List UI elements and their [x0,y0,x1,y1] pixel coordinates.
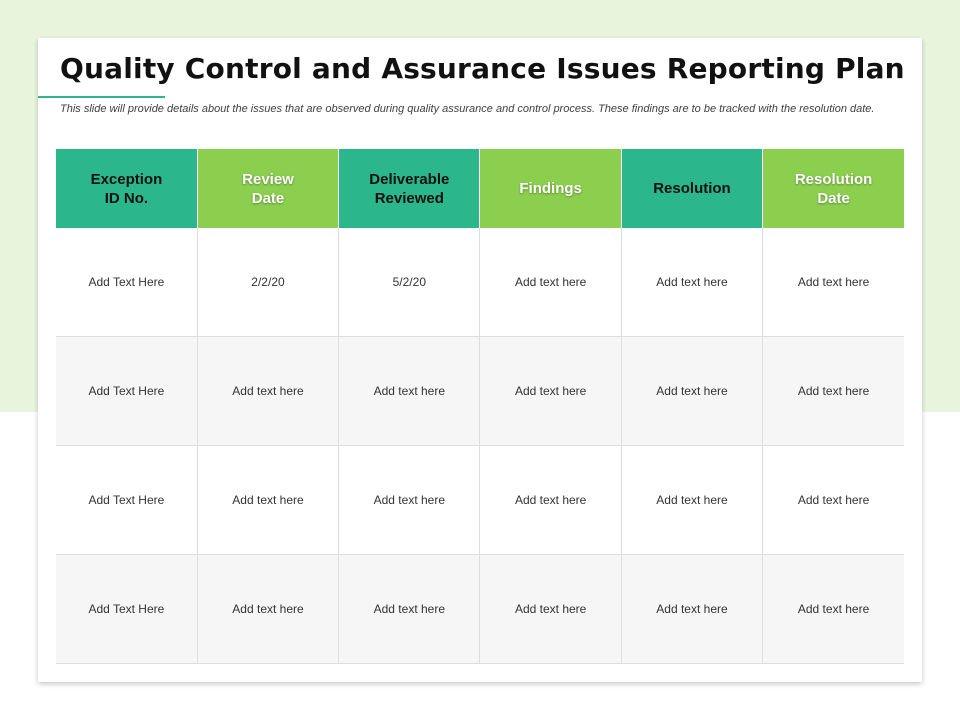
cell-exception-id: Add Text Here [56,445,198,555]
header-resolution-date: Resolution Date [762,149,904,228]
header-review-date: Review Date [196,149,339,228]
cell-findings: Add text here [479,554,622,664]
cell-findings: Add text here [479,445,622,555]
header-findings: Findings [479,149,622,228]
table-row: Add Text Here Add text here Add text her… [56,445,904,555]
cell-exception-id: Add Text Here [56,336,198,446]
cell-resolution-date: Add text here [762,228,904,337]
cell-resolution-date: Add text here [762,336,904,446]
cell-resolution: Add text here [620,228,763,337]
cell-deliverable: Add text here [338,554,480,664]
slide-card: Quality Control and Assurance Issues Rep… [38,38,922,682]
table-row: Add Text Here 2/2/20 5/2/20 Add text her… [56,228,904,337]
cell-findings: Add text here [479,228,622,337]
reporting-plan-table: Exception ID No. Review Date Deliverable… [56,149,904,664]
header-deliverable-reviewed: Deliverable Reviewed [338,149,480,228]
cell-review-date: Add text here [196,445,339,555]
cell-resolution: Add text here [620,554,763,664]
cell-exception-id: Add Text Here [56,554,198,664]
cell-deliverable: Add text here [338,336,480,446]
cell-resolution-date: Add text here [762,445,904,555]
header-resolution: Resolution [620,149,763,228]
table-header-row: Exception ID No. Review Date Deliverable… [56,149,904,228]
cell-findings: Add text here [479,336,622,446]
slide-subtitle: This slide will provide details about th… [60,103,875,115]
cell-review-date: Add text here [196,336,339,446]
cell-resolution: Add text here [620,445,763,555]
slide-title: Quality Control and Assurance Issues Rep… [60,52,905,85]
cell-resolution-date: Add text here [762,554,904,664]
cell-review-date: 2/2/20 [196,228,339,337]
cell-review-date: Add text here [196,554,339,664]
title-underline [38,96,165,98]
cell-deliverable: Add text here [338,445,480,555]
cell-deliverable: 5/2/20 [338,228,480,337]
table-row: Add Text Here Add text here Add text her… [56,554,904,664]
cell-resolution: Add text here [620,336,763,446]
table-row: Add Text Here Add text here Add text her… [56,336,904,446]
header-exception-id: Exception ID No. [56,149,198,228]
cell-exception-id: Add Text Here [56,228,198,337]
